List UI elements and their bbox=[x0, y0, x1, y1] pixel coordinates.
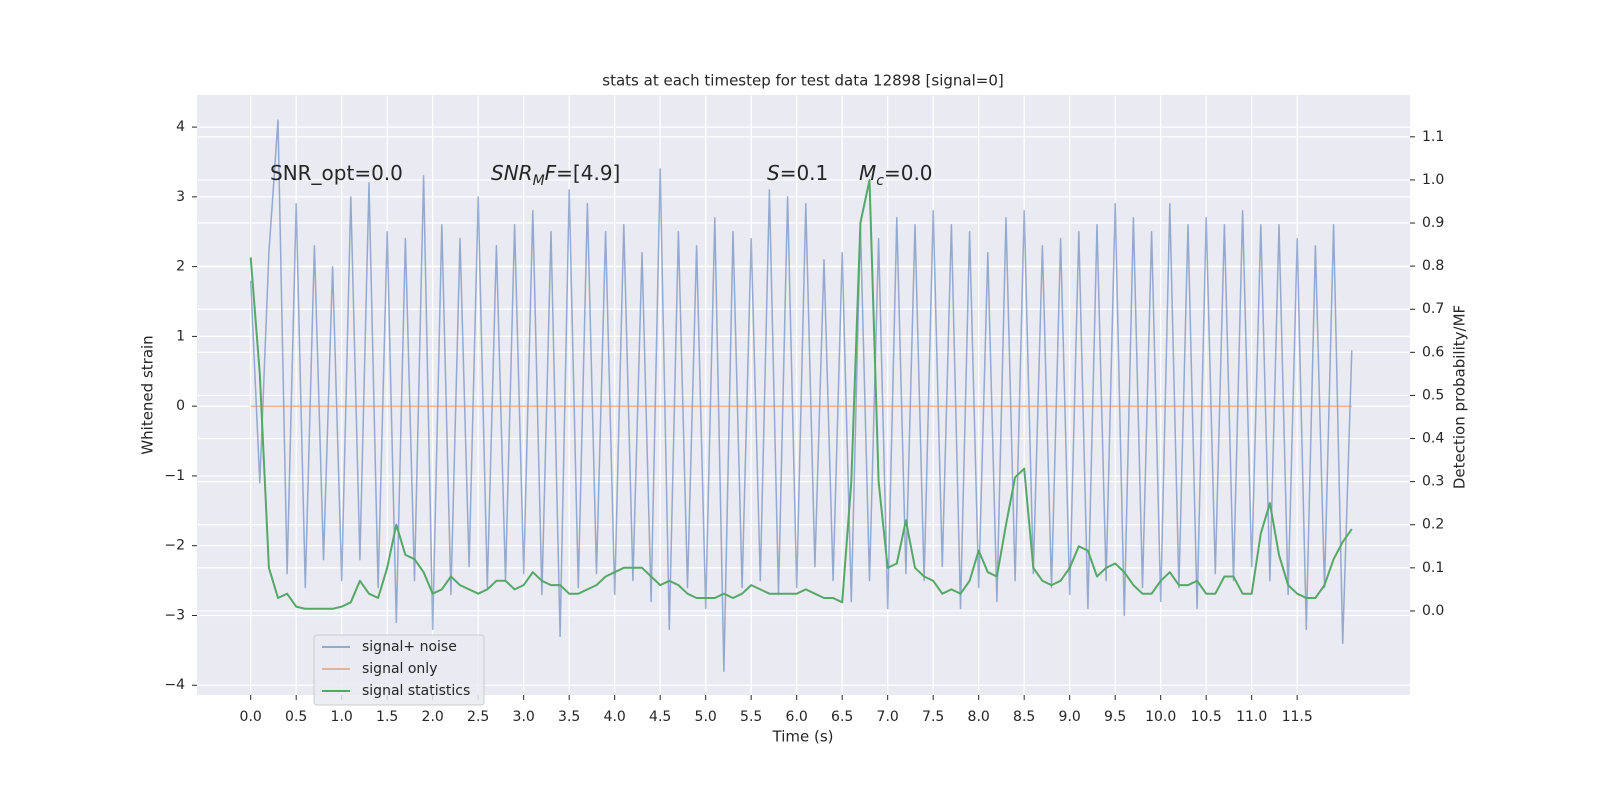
x-tick-label: 8.0 bbox=[968, 709, 990, 725]
x-tick-label: 6.0 bbox=[786, 709, 808, 725]
series-line bbox=[249, 119, 1353, 673]
x-tick-label: 9.5 bbox=[1104, 709, 1126, 725]
legend-label: signal+ noise bbox=[362, 639, 457, 655]
y-tick-label: 4 bbox=[176, 119, 185, 135]
y-tick-label: 2 bbox=[176, 259, 185, 275]
x-tick-label: 0.0 bbox=[240, 709, 262, 725]
x-tick-label: 0.5 bbox=[285, 709, 307, 725]
annotation: SNR_opt=0.0 bbox=[270, 161, 403, 185]
y2-tick-label: 0.7 bbox=[1422, 301, 1444, 317]
legend-label: signal only bbox=[362, 661, 437, 677]
annotation-part: M bbox=[859, 161, 876, 185]
x-tick-label: 3.5 bbox=[558, 709, 580, 725]
y2-tick-label: 0.0 bbox=[1422, 603, 1444, 619]
y2-tick-label: 0.4 bbox=[1422, 431, 1444, 447]
x-tick-label: 2.0 bbox=[422, 709, 444, 725]
x-tick-label: 7.0 bbox=[877, 709, 899, 725]
annotation-part: S bbox=[767, 161, 780, 185]
annotation-part: =0.1 bbox=[780, 161, 829, 185]
y-tick-label: −1 bbox=[164, 468, 185, 484]
annotation-part: F bbox=[545, 161, 557, 185]
annotation-part: =0.0 bbox=[884, 161, 933, 185]
y-tick-label: −2 bbox=[164, 538, 185, 554]
x-tick-label: 7.5 bbox=[922, 709, 944, 725]
y-tick-label: 0 bbox=[176, 398, 185, 414]
annotation-part: c bbox=[876, 173, 884, 189]
y2-tick-label: 0.2 bbox=[1422, 517, 1444, 533]
x-tick-label: 9.0 bbox=[1059, 709, 1081, 725]
annotation-part: SNR bbox=[491, 161, 533, 185]
x-tick-label: 10.0 bbox=[1145, 709, 1176, 725]
y2-tick-label: 1.0 bbox=[1422, 172, 1444, 188]
series-line bbox=[249, 178, 1353, 610]
x-tick-label: 4.0 bbox=[604, 709, 626, 725]
x-tick-label: 5.0 bbox=[695, 709, 717, 725]
x-tick-label: 4.5 bbox=[649, 709, 671, 725]
annotation-part: SNR_opt=0.0 bbox=[270, 161, 403, 185]
x-axis-label: Time (s) bbox=[772, 728, 834, 746]
x-tick-label: 1.5 bbox=[376, 709, 398, 725]
annotation: SNRMF=[4.9] bbox=[491, 161, 620, 189]
annotation: Mc=0.0 bbox=[859, 161, 933, 189]
chart-title: stats at each timestep for test data 128… bbox=[602, 72, 1003, 90]
y-axis-label: Whitened strain bbox=[139, 335, 157, 454]
x-tick-label: 11.0 bbox=[1236, 709, 1267, 725]
y2-tick-label: 0.8 bbox=[1422, 258, 1444, 274]
marks bbox=[249, 119, 1353, 673]
y2-tick-label: 1.1 bbox=[1422, 129, 1444, 145]
x-tick-label: 8.5 bbox=[1013, 709, 1035, 725]
legend-box bbox=[313, 634, 485, 706]
y-tick-label: −4 bbox=[164, 677, 185, 693]
y-tick-label: 1 bbox=[176, 328, 185, 344]
x-tick-label: 2.5 bbox=[467, 709, 489, 725]
x-tick-label: 5.5 bbox=[740, 709, 762, 725]
y2-axis-label: Detection probability/MF bbox=[1451, 305, 1469, 489]
annotation: S=0.1 bbox=[767, 161, 828, 185]
annotation-part: =[4.9] bbox=[556, 161, 620, 185]
legend-label: signal statistics bbox=[362, 683, 470, 699]
y2-tick-label: 0.1 bbox=[1422, 560, 1444, 576]
x-tick-label: 3.0 bbox=[513, 709, 535, 725]
annotation-part: M bbox=[533, 173, 545, 189]
y2-tick-label: 0.5 bbox=[1422, 387, 1444, 403]
y2-tick-label: 0.9 bbox=[1422, 215, 1444, 231]
x-tick-label: 11.5 bbox=[1282, 709, 1313, 725]
y-tick-label: −3 bbox=[164, 607, 185, 623]
x-tick-label: 6.5 bbox=[831, 709, 853, 725]
x-tick-label: 1.0 bbox=[331, 709, 353, 725]
y2-tick-label: 0.6 bbox=[1422, 344, 1444, 360]
x-tick-label: 10.5 bbox=[1191, 709, 1222, 725]
y2-tick-label: 0.3 bbox=[1422, 474, 1444, 490]
y-tick-label: 3 bbox=[176, 189, 185, 205]
